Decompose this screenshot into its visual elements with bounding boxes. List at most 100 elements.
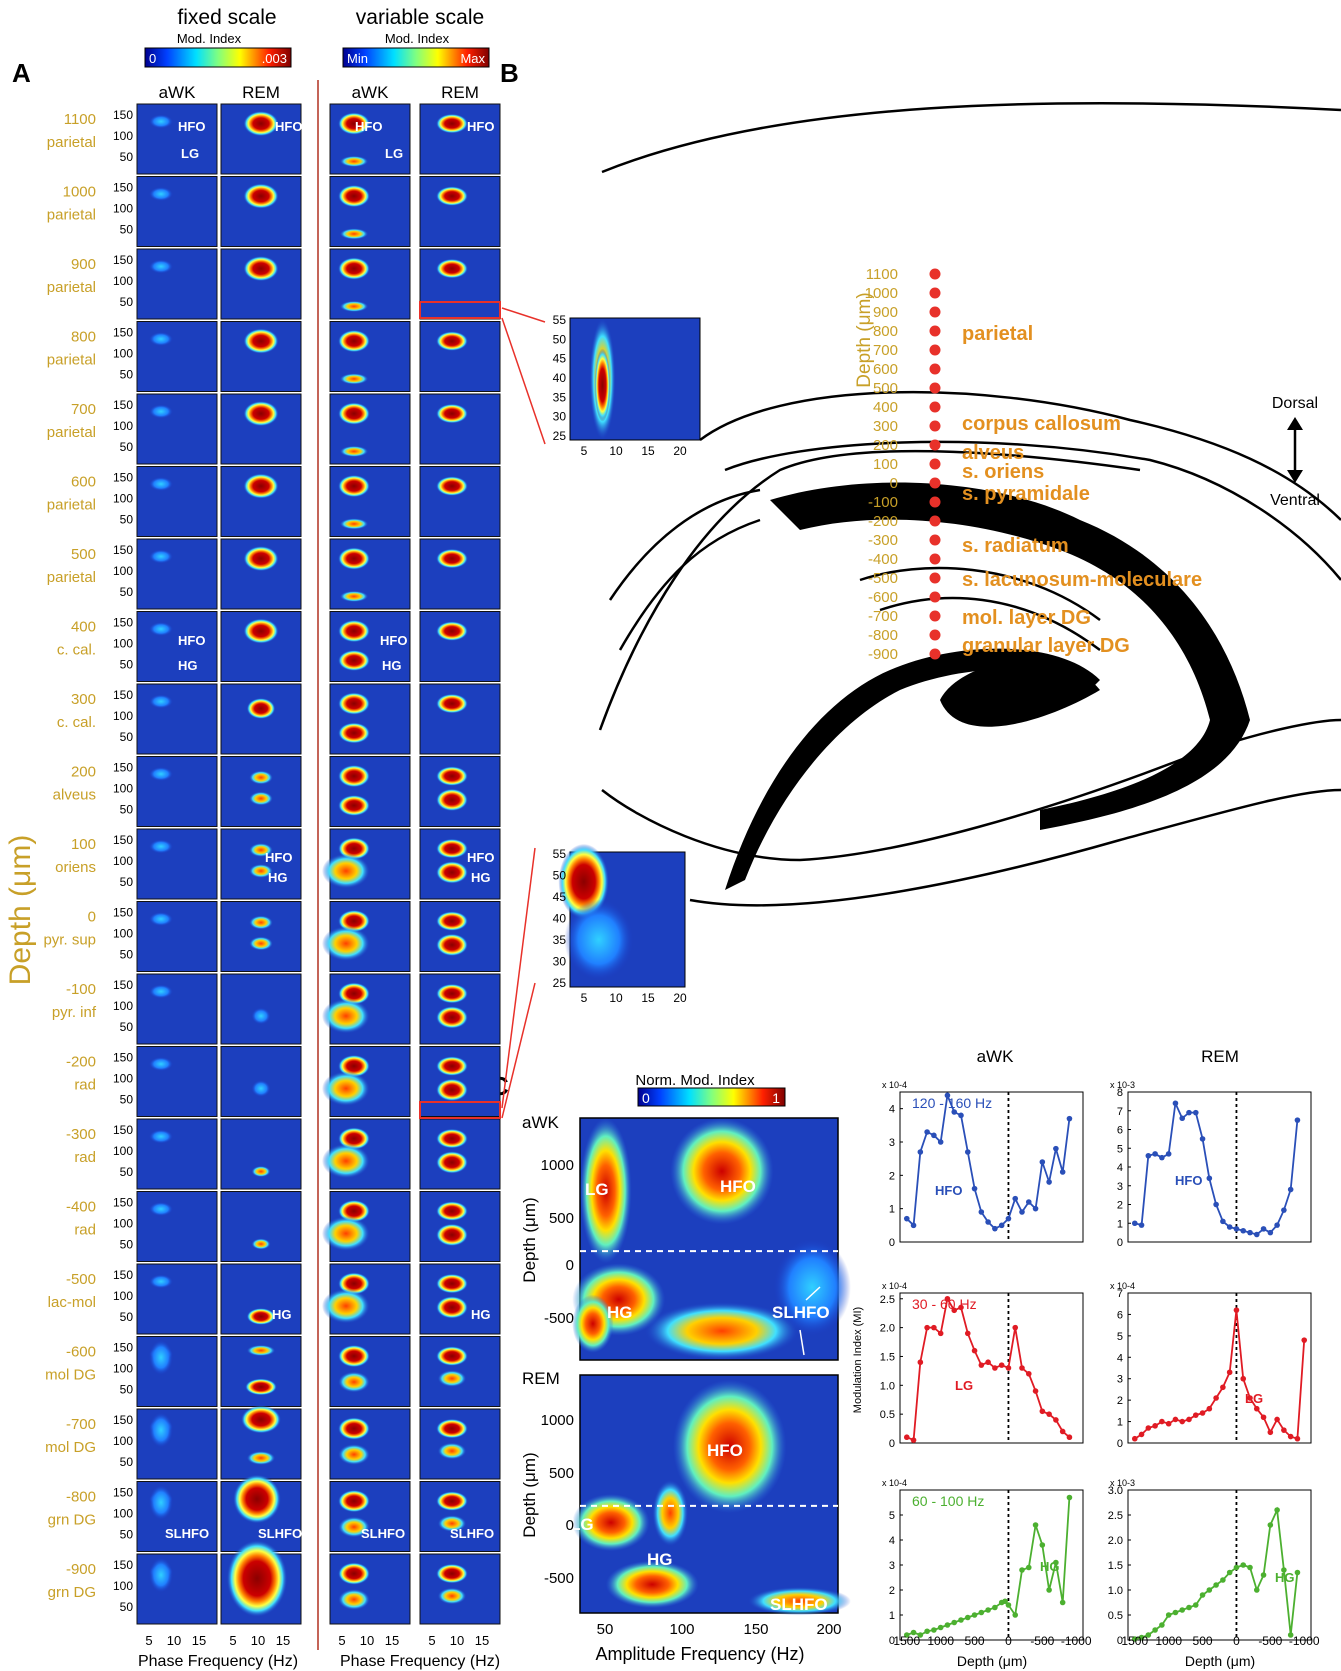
depth-tick-b: -400 [868, 551, 898, 568]
cell-label: HFO [380, 633, 407, 648]
heatmap-blob [644, 1301, 800, 1360]
row-y-tick: 150 [113, 1341, 133, 1355]
data-point [1186, 1604, 1192, 1611]
data-point [1053, 1145, 1059, 1152]
data-point [1206, 1587, 1213, 1593]
heatmap-cell [220, 393, 302, 465]
c-colorbar-min: 0 [642, 1090, 650, 1106]
row-y-tick: 150 [113, 471, 133, 485]
row-depth-label: -700 [66, 1416, 96, 1433]
dentate-blob [940, 660, 1100, 727]
plot-exponent: x 10-3 [1110, 1080, 1135, 1090]
coupling-blob [338, 1344, 370, 1368]
heatmap-blob [572, 1494, 650, 1552]
electrode-site [929, 287, 941, 299]
heatmap-cell [220, 973, 302, 1045]
cell-background [136, 683, 218, 755]
slhfo-pointer [805, 1286, 821, 1301]
coupling-blob [436, 933, 468, 957]
heatmap-blob [672, 1379, 787, 1514]
row-region-label: parietal [47, 352, 96, 369]
series-label: HFO [935, 1183, 962, 1198]
inset-y-tick: 35 [553, 933, 567, 947]
line-plot [1127, 1091, 1312, 1243]
plot-y-tick: 8 [1117, 1087, 1123, 1099]
coupling-blob [339, 373, 369, 385]
row-depth-label: -800 [66, 1489, 96, 1506]
variable-colorbar-min: Min [347, 51, 368, 66]
heatmap-cell [136, 1118, 218, 1190]
phase-x-tick: 5 [145, 1633, 152, 1648]
data-point [1019, 1209, 1025, 1215]
coupling-blob [436, 1273, 468, 1294]
cell-background [419, 611, 501, 682]
data-point [903, 1215, 910, 1222]
row-region-label: lac-mol [48, 1294, 96, 1311]
stratum-outline [618, 518, 761, 651]
row-y-tick: 50 [120, 803, 134, 817]
plot-exponent: x 10-4 [1110, 1281, 1135, 1291]
plot-title: 120 - 160 Hz [912, 1095, 992, 1111]
row-y-tick: 50 [120, 730, 134, 744]
coupling-blob [246, 1344, 276, 1357]
row-y-tick: 50 [120, 1310, 134, 1324]
data-point [1179, 1418, 1186, 1425]
alveus-outline [724, 440, 1341, 581]
heatmap-band-label: HFO [707, 1441, 743, 1460]
data-point [998, 1362, 1005, 1368]
row-y-tick: 100 [113, 1362, 133, 1376]
mol-layer [859, 566, 1101, 622]
heatmap-cell [419, 1408, 501, 1480]
fixed-colorbar [144, 47, 292, 68]
cell-background [136, 176, 218, 247]
coupling-blob [338, 184, 370, 208]
data-point [1145, 1425, 1152, 1431]
heatmap-cell [329, 248, 411, 320]
plot-y-tick: 2 [1117, 1200, 1123, 1212]
row-depth-label: 100 [71, 836, 96, 853]
coupling-blob [436, 1223, 468, 1247]
cell-label: SLHFO [165, 1526, 209, 1541]
data-point [951, 1109, 958, 1115]
heatmap-cell [220, 901, 302, 972]
line-plot [1127, 1292, 1312, 1444]
data-point [931, 1324, 937, 1331]
coupling-blob [339, 590, 369, 603]
coupling-blob [339, 155, 369, 167]
row-region-label: rad [74, 1149, 96, 1166]
inset-blob [594, 348, 611, 422]
coupling-blob [243, 256, 279, 282]
electrode-site [929, 534, 941, 546]
layer-label: s. lacunosum-moleculare [962, 569, 1202, 591]
row-region-label: parietal [47, 497, 96, 514]
row-y-tick: 50 [120, 368, 134, 382]
depth-x-label-rem: Depth (μm) [1185, 1653, 1255, 1669]
data-point [944, 1295, 951, 1302]
depth-tick-b: -500 [868, 570, 898, 587]
heatmap-cell [419, 1336, 501, 1407]
cell-background [419, 1336, 501, 1407]
data-point [1025, 1370, 1032, 1377]
coupling-blob [437, 1587, 467, 1605]
coupling-blob [243, 473, 279, 499]
row-y-tick: 100 [113, 854, 133, 868]
heatmap-y-tick: -500 [544, 1310, 574, 1327]
row-y-tick: 50 [120, 1238, 134, 1252]
data-point [1267, 1229, 1274, 1236]
heatmap-cell [220, 1191, 302, 1262]
coupling-blob [322, 1288, 370, 1324]
cell-label: SLHFO [361, 1526, 405, 1541]
row-depth-label: -600 [66, 1344, 96, 1361]
plot-y-tick: 4 [1117, 1352, 1123, 1364]
data-point [1152, 1151, 1158, 1157]
row-y-tick: 150 [113, 1123, 133, 1137]
coupling-blob [436, 1151, 468, 1174]
coupling-blob [241, 1405, 281, 1434]
coupling-blob [436, 1078, 468, 1102]
data-point [903, 1632, 910, 1638]
data-point [1059, 1428, 1066, 1435]
plot-frame [1127, 1292, 1312, 1444]
heatmap-cell [220, 466, 302, 537]
data-point [1267, 1522, 1274, 1528]
data-point [1226, 1224, 1233, 1230]
